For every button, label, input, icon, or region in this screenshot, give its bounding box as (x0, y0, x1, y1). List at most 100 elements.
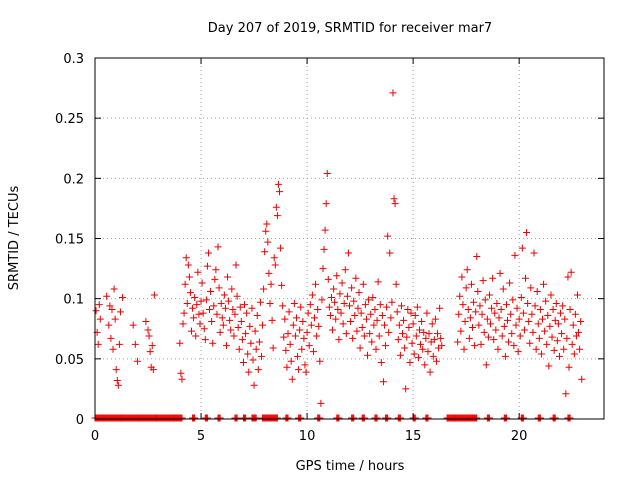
data-point (219, 321, 227, 329)
data-point (426, 368, 434, 376)
data-point (553, 337, 561, 345)
data-point (351, 312, 359, 320)
data-point (305, 342, 313, 350)
data-point (384, 232, 392, 240)
data-point (248, 304, 256, 312)
data-point (504, 316, 512, 324)
data-point (92, 307, 100, 315)
data-point (106, 302, 114, 310)
data-point (250, 381, 258, 389)
data-point (264, 238, 272, 246)
data-point (528, 310, 536, 318)
zero-value-point (248, 414, 260, 422)
data-point (513, 304, 521, 312)
data-point (213, 310, 221, 318)
data-point (498, 332, 506, 340)
data-point (359, 280, 367, 288)
data-point (569, 321, 577, 329)
data-point (326, 312, 334, 320)
data-point (423, 309, 431, 317)
data-point (245, 368, 253, 376)
data-point (375, 332, 383, 340)
x-tick-label: 15 (405, 429, 422, 444)
data-point (418, 318, 426, 326)
data-point (353, 327, 361, 335)
data-point (115, 340, 123, 348)
data-point (112, 366, 120, 374)
data-point (365, 296, 373, 304)
data-point (320, 245, 328, 253)
data-point (356, 344, 364, 352)
axis-ticks (94, 57, 604, 420)
data-point (421, 361, 429, 369)
data-point (564, 273, 572, 281)
data-point (176, 339, 184, 347)
data-point (95, 301, 103, 309)
data-point (562, 390, 570, 398)
data-point (361, 301, 369, 309)
data-point (263, 220, 271, 228)
data-point (296, 326, 304, 334)
data-point (105, 321, 113, 329)
data-point (456, 292, 464, 300)
data-point (270, 254, 278, 262)
data-point (392, 280, 400, 288)
data-point (243, 309, 251, 317)
data-point (346, 302, 353, 310)
zero-value-point (282, 414, 292, 422)
data-point (474, 287, 482, 295)
zero-value-point (348, 414, 358, 422)
data-point (222, 342, 230, 350)
data-point (145, 332, 153, 340)
data-point (508, 330, 516, 338)
data-point (257, 352, 265, 360)
data-point (133, 357, 141, 365)
data-point (549, 305, 557, 313)
data-point (300, 334, 308, 342)
data-point (184, 261, 192, 269)
data-point (336, 290, 344, 298)
data-point (265, 269, 273, 277)
zero-value-point (443, 414, 481, 422)
data-points (92, 89, 586, 407)
data-point (239, 358, 247, 366)
data-point (287, 357, 295, 365)
data-point (459, 301, 467, 309)
data-point (524, 299, 532, 307)
data-point (234, 324, 242, 332)
data-point (321, 226, 329, 234)
data-point (414, 354, 422, 362)
data-point (306, 301, 314, 309)
data-point (224, 273, 232, 281)
data-point (149, 366, 157, 374)
data-point (502, 301, 510, 309)
data-point (324, 275, 332, 283)
data-point (273, 212, 281, 220)
data-point (400, 316, 408, 324)
data-point (208, 318, 216, 326)
data-point (311, 314, 319, 322)
data-point (501, 352, 509, 360)
data-point (550, 346, 558, 354)
data-point (499, 285, 507, 293)
zero-value-point (500, 414, 510, 422)
data-point (228, 285, 236, 293)
data-point (532, 345, 540, 353)
data-point (201, 336, 209, 344)
data-point (517, 293, 525, 301)
data-point (103, 292, 111, 300)
data-point (477, 340, 485, 348)
data-point (462, 284, 470, 292)
data-point (235, 345, 243, 353)
data-point (395, 321, 403, 329)
data-point (558, 330, 566, 338)
zero-value-point (239, 414, 250, 422)
data-point (492, 326, 500, 334)
data-point (333, 272, 341, 280)
data-point (511, 251, 519, 259)
data-point (432, 357, 440, 365)
data-point (429, 352, 437, 360)
y-tick-label: 0.1 (63, 293, 84, 308)
data-point (547, 291, 555, 299)
y-tick-label: 0.2 (63, 172, 84, 187)
